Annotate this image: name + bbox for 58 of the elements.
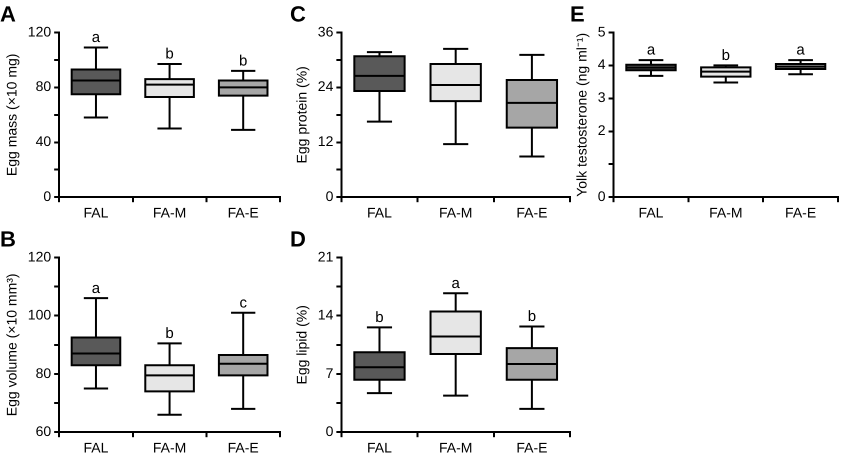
y-tick-label: 0 <box>598 188 606 204</box>
annotation: a <box>796 42 806 59</box>
y-tick-label: 4 <box>598 56 606 72</box>
x-tick-label: FA-M <box>709 204 743 220</box>
chart-title: E <box>570 1 585 26</box>
y-tick-label: 36 <box>318 23 334 40</box>
y-tick-label: 100 <box>28 306 52 323</box>
y-tick-label: 21 <box>318 248 334 264</box>
x-tick-label: FA-E <box>228 204 259 220</box>
x-tick-label: FAL <box>84 204 109 220</box>
y-tick-label: 12 <box>318 133 334 150</box>
annotation: c <box>239 294 248 312</box>
y-tick-label: 0 <box>43 188 52 204</box>
y-tick-label: 80 <box>36 364 52 381</box>
annotation: b <box>165 46 174 63</box>
y-axis-title: Yolk testosterone (ng ml⁻¹) <box>573 32 590 197</box>
annotation: b <box>528 308 536 326</box>
x-tick-label: FA-E <box>228 439 259 456</box>
y-tick-label: 7 <box>326 364 334 381</box>
annotation: a <box>452 274 461 292</box>
y-tick-label: 120 <box>28 248 52 264</box>
y-tick-label: 120 <box>28 23 52 40</box>
x-tick-label: FA-E <box>785 204 816 220</box>
y-tick-label: 60 <box>36 423 52 440</box>
y-tick-label: 80 <box>36 78 52 94</box>
x-tick-label: FA-M <box>152 204 186 220</box>
chart-title: C <box>290 1 306 26</box>
annotation: a <box>92 29 101 46</box>
annotation: b <box>722 47 730 64</box>
chart-title: B <box>0 226 16 252</box>
x-tick-label: FA-E <box>516 439 548 456</box>
x-tick-label: FA-M <box>438 439 472 456</box>
chart-title: A <box>0 1 16 26</box>
y-tick-label: 14 <box>318 306 334 323</box>
y-tick-label: 24 <box>318 78 334 94</box>
annotation: b <box>375 308 384 326</box>
y-tick-label: 2 <box>598 122 606 138</box>
x-tick-label: FAL <box>84 439 109 456</box>
annotation: a <box>646 42 656 59</box>
y-axis-title: Egg volume (×10 mm³) <box>3 273 20 416</box>
y-tick-label: 0 <box>326 188 334 204</box>
x-tick-label: FAL <box>367 439 392 456</box>
x-tick-label: FA-M <box>438 204 472 220</box>
annotation: b <box>239 52 248 70</box>
y-axis-title: Egg lipid (%) <box>293 305 310 384</box>
x-tick-label: FAL <box>638 204 664 220</box>
y-tick-label: 0 <box>326 423 334 440</box>
x-tick-label: FA-E <box>516 204 548 220</box>
annotation: b <box>165 324 174 342</box>
x-tick-label: FA-M <box>152 439 186 456</box>
y-tick-label: 3 <box>598 89 606 106</box>
y-axis-title: Egg protein (%) <box>293 66 310 164</box>
x-tick-label: FAL <box>367 204 392 220</box>
y-tick-label: 5 <box>598 23 606 40</box>
y-axis-title: Egg mass (×10 mg) <box>3 54 20 176</box>
annotation: a <box>92 280 101 297</box>
chart-title: D <box>290 226 306 252</box>
y-tick-label: 40 <box>36 133 52 150</box>
